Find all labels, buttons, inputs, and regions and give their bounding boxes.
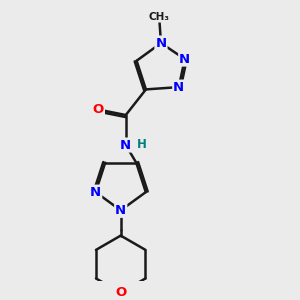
Text: O: O: [93, 103, 104, 116]
Text: N: N: [90, 186, 101, 199]
Text: H: H: [137, 138, 147, 151]
Text: CH₃: CH₃: [149, 12, 170, 22]
Text: N: N: [120, 139, 131, 152]
Text: O: O: [115, 286, 126, 299]
Text: N: N: [155, 37, 167, 50]
Text: N: N: [115, 204, 126, 217]
Text: N: N: [179, 52, 190, 66]
Text: N: N: [173, 81, 184, 94]
